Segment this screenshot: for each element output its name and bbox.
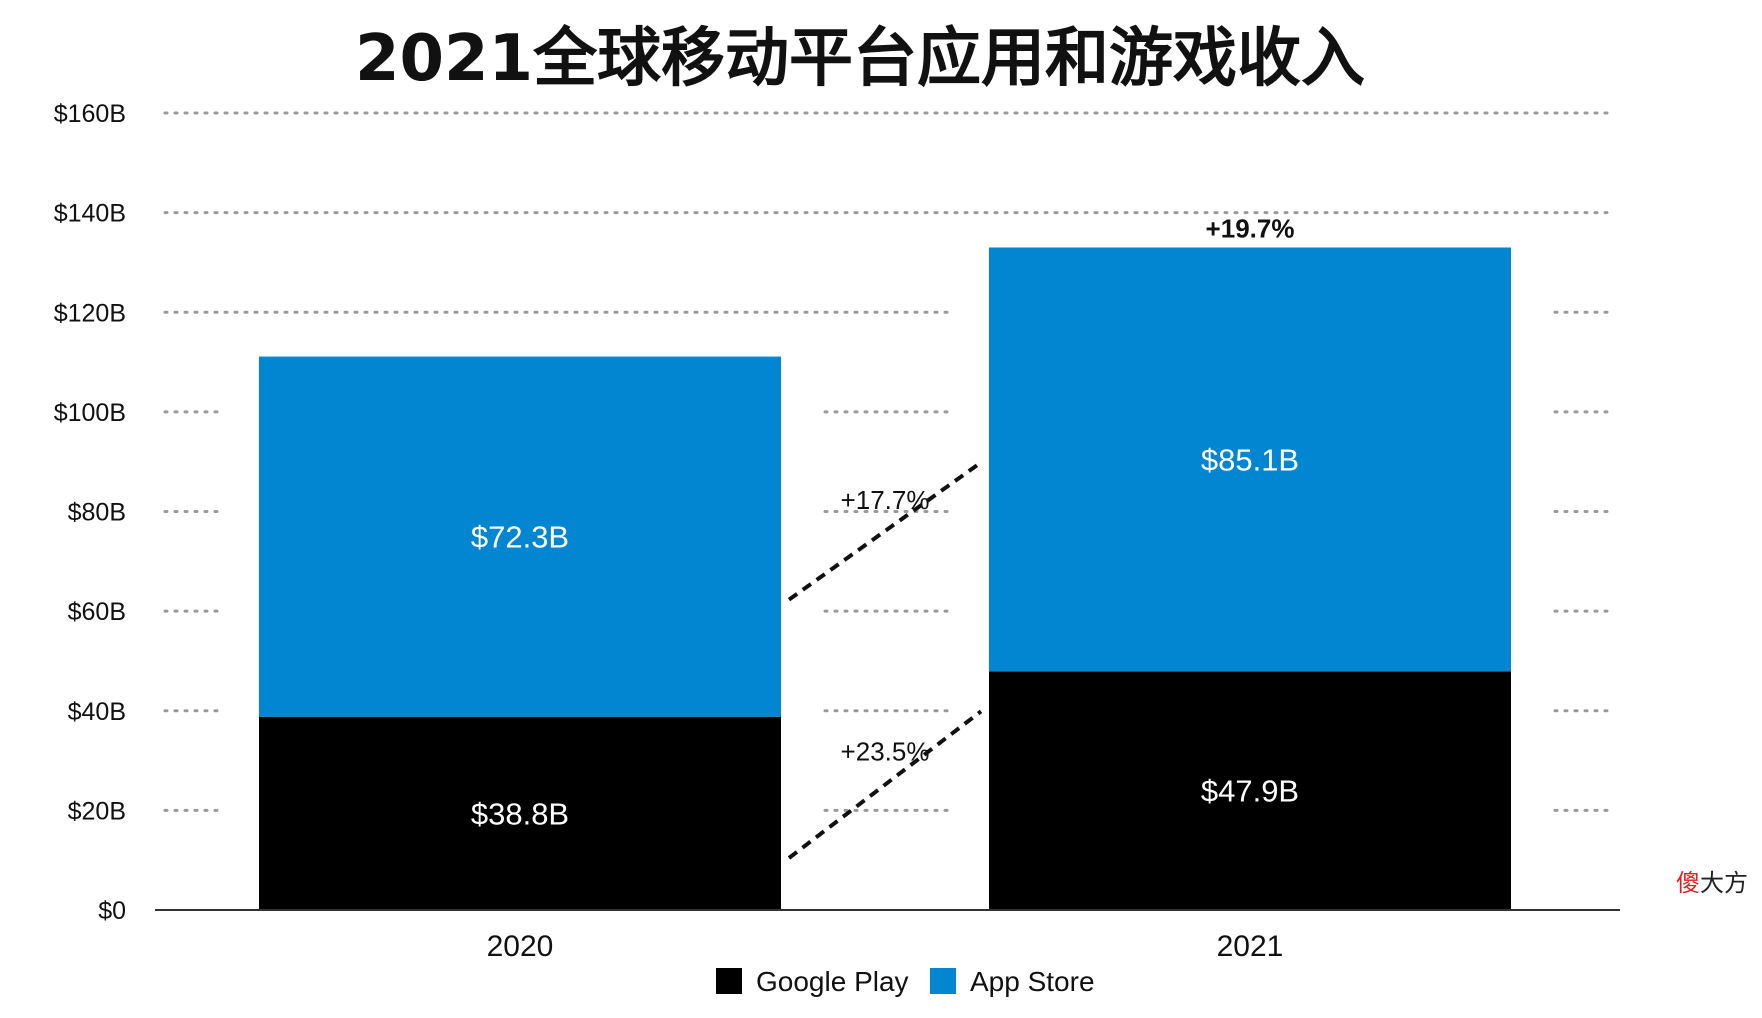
y-tick-label: $60B	[68, 598, 126, 626]
watermark: 傻大方	[1676, 863, 1748, 898]
y-axis-ticks: $0 $20B $40B $60B $80B $100B $120B $140B $160B	[54, 100, 126, 925]
watermark-first-char: 傻	[1676, 869, 1700, 897]
google-play-growth-connector	[787, 709, 983, 860]
y-tick-label: $160B	[54, 100, 126, 128]
y-tick-label: $0	[98, 897, 126, 925]
google-play-segment	[989, 671, 1511, 910]
y-tick-label: $80B	[68, 499, 126, 527]
google-play-segment	[259, 716, 781, 910]
x-axis-ticks: 2020 2021	[487, 930, 1284, 963]
google-play-growth-label: +23.5%	[841, 737, 930, 767]
x-tick-label: 2021	[1217, 930, 1284, 963]
legend-swatch-app-store	[930, 968, 956, 994]
legend: Google Play App Store	[716, 966, 1095, 997]
legend-swatch-google-play	[716, 968, 742, 994]
legend-label-google-play: Google Play	[756, 966, 909, 997]
x-tick-label: 2020	[487, 930, 554, 963]
y-tick-label: $140B	[54, 200, 126, 228]
app-store-segment	[989, 247, 1511, 672]
bars: $38.8B $72.3B $47.9B $85.1B +19.7%	[221, 213, 1549, 910]
y-tick-label: $120B	[54, 299, 126, 327]
y-tick-label: $40B	[68, 698, 126, 726]
segment-value-label: $85.1B	[1201, 442, 1299, 477]
y-tick-label: $20B	[68, 797, 126, 825]
segment-value-label: $47.9B	[1201, 774, 1299, 809]
segment-value-label: $38.8B	[471, 796, 569, 831]
app-store-growth-label: +17.7%	[841, 485, 930, 515]
legend-label-app-store: App Store	[970, 966, 1095, 997]
app-store-growth-connector	[787, 460, 983, 602]
total-growth-label: +19.7%	[1206, 213, 1295, 243]
watermark-rest: 大方	[1700, 869, 1748, 897]
y-tick-label: $100B	[54, 399, 126, 427]
growth-connectors: +23.5% +17.7%	[787, 460, 983, 860]
segment-value-label: $72.3B	[471, 520, 569, 555]
chart-title: 2021全球移动平台应用和游戏收入	[355, 22, 1365, 96]
app-store-segment	[259, 356, 781, 717]
